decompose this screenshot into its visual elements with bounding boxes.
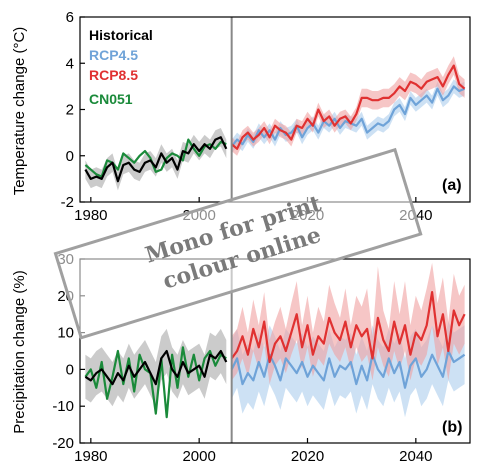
precipitation-historical-line — [84, 349, 228, 386]
precipitation-x-tick-label: 2040 — [399, 448, 432, 465]
precipitation-series-lines — [84, 291, 466, 419]
temperature-y-tick-label: 0 — [66, 148, 74, 165]
panel-label-a: (a) — [442, 177, 462, 194]
temperature-cn051-line — [84, 138, 227, 178]
temperature-historical-band — [85, 128, 227, 191]
legend: Historical RCP4.5 RCP8.5 CN051 — [89, 27, 153, 107]
temperature-rcp45-line — [230, 85, 466, 148]
precipitation-y-tick-label: -10 — [52, 398, 74, 415]
temperature-y-tick-label: 2 — [66, 102, 74, 119]
precipitation-y-tick-label: -20 — [52, 435, 74, 452]
precipitation-x-tick-label: 2020 — [291, 448, 324, 465]
temperature-rcp85-band — [231, 56, 465, 156]
temperature-historical-line — [84, 136, 228, 183]
precipitation-y-tick-label: 10 — [57, 325, 74, 342]
legend-rcp45: RCP4.5 — [89, 47, 138, 63]
precipitation-rcp85-band — [231, 262, 465, 385]
temperature-y-axis-label: Temperature change (°C) — [11, 27, 28, 196]
legend-historical: Historical — [89, 27, 153, 43]
temperature-series-lines — [84, 64, 466, 183]
panel-label-b: (b) — [442, 419, 462, 436]
legend-rcp85: RCP8.5 — [89, 67, 138, 83]
precipitation-historical-band — [85, 328, 227, 407]
temperature-y-tick-label: 4 — [66, 55, 74, 72]
temperature-rcp85-line — [230, 64, 466, 150]
temperature-y-tick-label: -2 — [61, 194, 74, 211]
stamp-border — [53, 147, 423, 340]
temperature-x-tick-label: 1980 — [74, 207, 107, 224]
temperature-y-ticks: -2 0 2 4 6 — [61, 9, 85, 211]
precipitation-rcp85-line — [230, 291, 466, 364]
legend-cn051: CN051 — [89, 91, 133, 107]
precipitation-y-tick-label: 0 — [66, 361, 74, 378]
precipitation-x-tick-label: 2000 — [182, 448, 215, 465]
temperature-uncertainty-bands — [85, 56, 465, 191]
precipitation-y-axis-label: Precipitation change (%) — [11, 270, 28, 433]
precipitation-x-tick-label: 1980 — [74, 448, 107, 465]
precipitation-cn051-line — [84, 346, 227, 419]
temperature-y-tick-label: 6 — [66, 9, 74, 26]
precipitation-x-ticks: 1980 2000 2020 2040 — [74, 438, 433, 465]
precipitation-uncertainty-bands — [85, 262, 465, 418]
